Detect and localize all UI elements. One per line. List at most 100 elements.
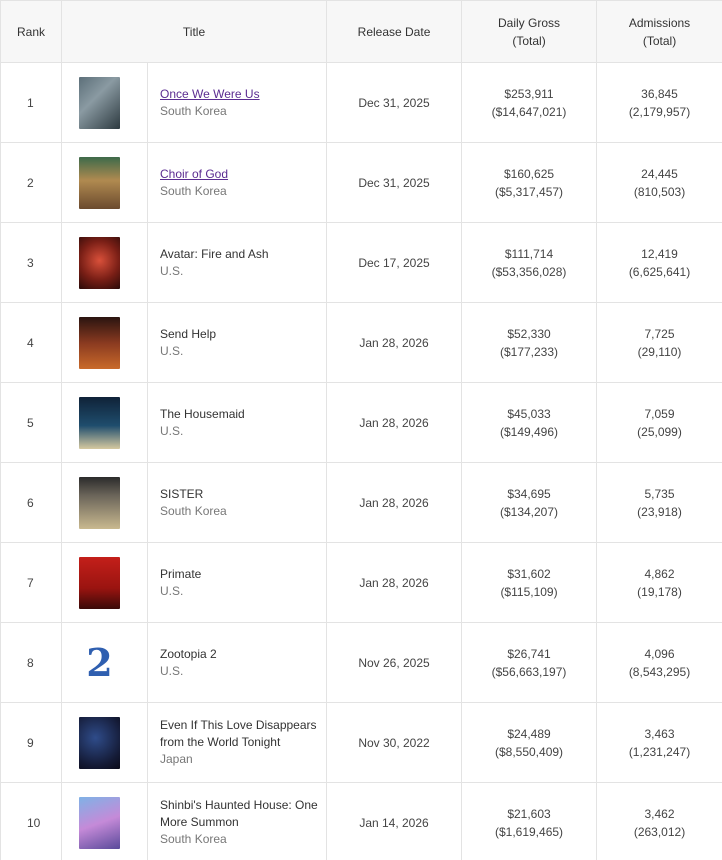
movie-title: SISTER — [160, 486, 204, 501]
header-admissions[interactable]: Admissions (Total) — [596, 0, 722, 63]
daily-gross-value: $52,330 — [507, 326, 551, 341]
gross-total-value: ($177,233) — [499, 344, 559, 359]
title-cell: Shinbi's Haunted House: One More Summon … — [147, 782, 328, 860]
title-cell: Primate U.S. — [147, 542, 328, 623]
title-cell: Once We Were Us South Korea — [147, 62, 328, 143]
movie-country: South Korea — [160, 503, 227, 518]
movie-title: Send Help — [160, 326, 217, 341]
table-row: 9 Even If This Love Disappears from the … — [0, 702, 722, 783]
rank-cell: 6 — [0, 462, 62, 543]
rank-cell: 1 — [0, 62, 62, 143]
rank-cell: 5 — [0, 382, 62, 463]
admissions-cell: 3,463 (1,231,247) — [596, 702, 722, 783]
daily-gross-value: $26,741 — [507, 646, 551, 661]
daily-gross-cell: $45,033 ($149,496) — [461, 382, 598, 463]
poster-cell — [61, 142, 148, 223]
poster-cell: 2 — [61, 622, 148, 703]
admissions-value: 12,419 — [641, 246, 678, 261]
rank-cell: 10 — [0, 782, 62, 860]
movie-poster-image[interactable] — [79, 556, 120, 609]
admissions-value: 7,059 — [644, 406, 675, 421]
poster-cell — [61, 222, 148, 303]
admissions-value: 36,845 — [641, 86, 678, 101]
title-cell: SISTER South Korea — [147, 462, 328, 543]
movie-country: U.S. — [160, 663, 184, 678]
rank-cell: 9 — [0, 702, 62, 783]
rank-cell: 7 — [0, 542, 62, 623]
movie-title-link[interactable]: Choir of God — [160, 166, 229, 181]
daily-gross-cell: $26,741 ($56,663,197) — [461, 622, 598, 703]
admissions-total-value: (29,110) — [637, 344, 682, 359]
movie-poster-image[interactable] — [79, 316, 120, 369]
title-cell: Avatar: Fire and Ash U.S. — [147, 222, 328, 303]
poster-cell — [61, 782, 148, 860]
poster-cell — [61, 462, 148, 543]
daily-gross-cell: $34,695 ($134,207) — [461, 462, 598, 543]
movie-poster-image[interactable] — [79, 396, 120, 449]
release-date-cell: Dec 31, 2025 — [326, 62, 463, 143]
movie-poster-image[interactable] — [79, 796, 120, 849]
daily-gross-cell: $31,602 ($115,109) — [461, 542, 598, 623]
admissions-cell: 5,735 (23,918) — [596, 462, 722, 543]
table-row: 4 Send Help U.S. Jan 28, 2026 $52,330 ($… — [0, 302, 722, 383]
release-date-cell: Jan 28, 2026 — [326, 542, 463, 623]
release-date-cell: Jan 28, 2026 — [326, 462, 463, 543]
title-cell: Send Help U.S. — [147, 302, 328, 383]
daily-gross-value: $253,911 — [504, 86, 554, 101]
movie-poster-image[interactable] — [79, 156, 120, 209]
gross-total-value: ($53,356,028) — [491, 264, 567, 279]
daily-gross-value: $34,695 — [507, 486, 551, 501]
zootopia-poster-icon: 2 — [86, 639, 113, 685]
daily-gross-value: $160,625 — [503, 166, 555, 181]
movie-country: South Korea — [160, 832, 227, 846]
header-admissions-label: Admissions — [628, 15, 691, 30]
header-title[interactable]: Title — [61, 0, 328, 63]
release-date-cell: Jan 14, 2026 — [326, 782, 463, 860]
daily-gross-value: $45,033 — [507, 406, 551, 421]
movie-poster-image[interactable] — [79, 716, 120, 769]
movie-poster-image[interactable] — [79, 76, 120, 129]
header-daily-gross[interactable]: Daily Gross (Total) — [461, 0, 598, 63]
movie-poster-image[interactable] — [79, 476, 120, 529]
table-row: 10 Shinbi's Haunted House: One More Summ… — [0, 782, 722, 860]
header-admissions-total-label: (Total) — [642, 33, 677, 48]
table-row: 8 2 Zootopia 2 U.S. Nov 26, 2025 $26,741… — [0, 622, 722, 703]
movie-title: The Housemaid — [160, 406, 245, 421]
gross-total-value: ($1,619,465) — [494, 824, 564, 839]
movie-country: Japan — [160, 752, 193, 766]
daily-gross-cell: $24,489 ($8,550,409) — [461, 702, 598, 783]
admissions-cell: 7,725 (29,110) — [596, 302, 722, 383]
movie-poster-image[interactable] — [79, 236, 120, 289]
admissions-total-value: (810,503) — [633, 184, 686, 199]
poster-cell — [61, 542, 148, 623]
header-rank[interactable]: Rank — [0, 0, 62, 63]
header-release-date[interactable]: Release Date — [326, 0, 463, 63]
admissions-value: 5,735 — [644, 486, 675, 501]
daily-gross-cell: $21,603 ($1,619,465) — [461, 782, 598, 860]
table-row: 7 Primate U.S. Jan 28, 2026 $31,602 ($11… — [0, 542, 722, 623]
daily-gross-cell: $111,714 ($53,356,028) — [461, 222, 598, 303]
movie-poster-image[interactable]: 2 — [79, 636, 120, 689]
daily-gross-value: $31,602 — [507, 566, 551, 581]
admissions-total-value: (263,012) — [633, 824, 686, 839]
daily-gross-cell: $253,911 ($14,647,021) — [461, 62, 598, 143]
movie-country: South Korea — [160, 183, 227, 198]
table-row: 5 The Housemaid U.S. Jan 28, 2026 $45,03… — [0, 382, 722, 463]
admissions-cell: 4,862 (19,178) — [596, 542, 722, 623]
movie-title-link[interactable]: Once We Were Us — [160, 86, 260, 101]
daily-gross-value: $24,489 — [507, 726, 551, 741]
daily-gross-cell: $160,625 ($5,317,457) — [461, 142, 598, 223]
admissions-value: 4,096 — [644, 646, 675, 661]
movie-title-line-1: Shinbi's Haunted House: One — [160, 798, 318, 812]
admissions-cell: 12,419 (6,625,641) — [596, 222, 722, 303]
movie-title-line-2: from the World Tonight — [160, 735, 281, 749]
gross-total-value: ($134,207) — [499, 504, 559, 519]
gross-total-value: ($149,496) — [499, 424, 559, 439]
admissions-total-value: (23,918) — [637, 504, 682, 519]
admissions-total-value: (2,179,957) — [628, 104, 691, 119]
header-daily-gross-label: Daily Gross — [498, 15, 561, 30]
admissions-total-value: (6,625,641) — [628, 264, 691, 279]
poster-cell — [61, 302, 148, 383]
movie-title-line-1: Even If This Love Disappears — [160, 718, 317, 732]
